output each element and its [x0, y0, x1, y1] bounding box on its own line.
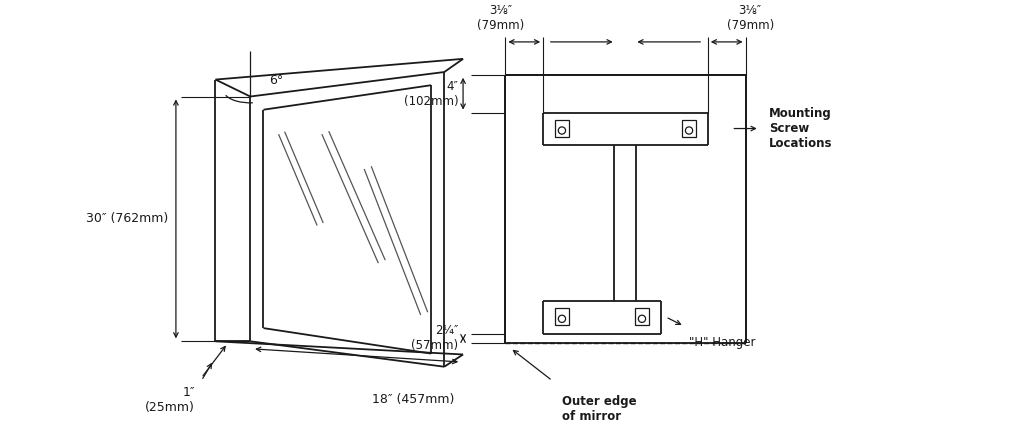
- Bar: [556, 120, 569, 137]
- Bar: [636, 308, 649, 325]
- Text: 30″ (762mm): 30″ (762mm): [86, 213, 168, 225]
- Text: 6°: 6°: [270, 74, 283, 87]
- Text: 1″
(25mm): 1″ (25mm): [145, 385, 195, 414]
- Text: 3⅛″
(79mm): 3⅛″ (79mm): [477, 4, 525, 33]
- Text: Outer edge
of mirror: Outer edge of mirror: [562, 395, 637, 423]
- Text: Mounting
Screw
Locations: Mounting Screw Locations: [769, 107, 832, 150]
- Text: 4″
(102mm): 4″ (102mm): [404, 80, 458, 108]
- Text: 2¼″
(57mm): 2¼″ (57mm): [411, 324, 458, 352]
- Text: "H" Hanger: "H" Hanger: [689, 335, 755, 349]
- Text: 3⅛″
(79mm): 3⅛″ (79mm): [727, 4, 774, 33]
- Text: 18″ (457mm): 18″ (457mm): [372, 393, 454, 406]
- Bar: [683, 120, 696, 137]
- Bar: [556, 308, 569, 325]
